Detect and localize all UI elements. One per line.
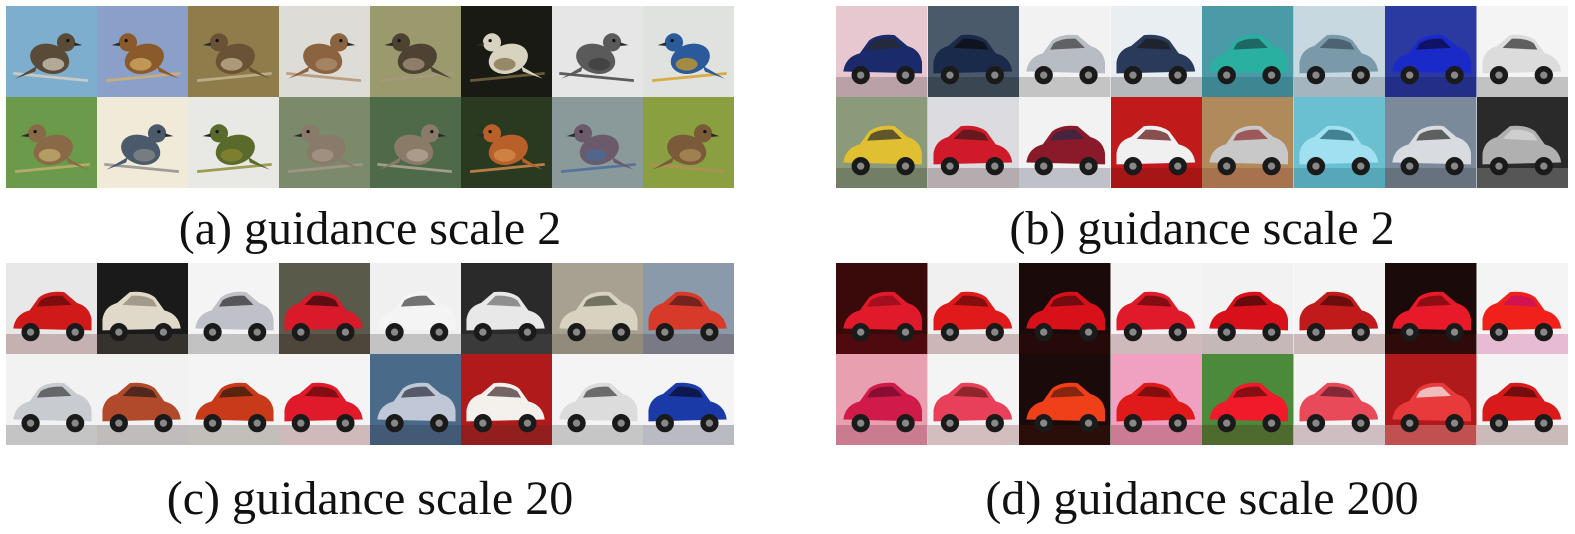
thumbnail-car-d-7 <box>1385 263 1477 354</box>
thumbnail-car-d-9 <box>836 354 928 445</box>
thumbnail-bird-a-11 <box>188 97 279 188</box>
thumbnail-car-c-13 <box>370 354 461 445</box>
image-grid-d <box>836 263 1568 445</box>
thumbnail-bird-a-8 <box>643 6 734 97</box>
caption-c: (c) guidance scale 20 <box>166 472 574 525</box>
thumbnail-car-c-5 <box>370 263 461 354</box>
thumbnail-bird-a-10 <box>97 97 188 188</box>
thumbnail-car-b-7 <box>1385 6 1477 97</box>
thumbnail-car-b-15 <box>1385 97 1477 188</box>
thumbnail-car-c-15 <box>552 354 643 445</box>
thumbnail-car-d-6 <box>1293 263 1385 354</box>
caption-b: (b) guidance scale 2 <box>1009 202 1395 255</box>
thumbnail-car-d-2 <box>927 263 1019 354</box>
thumbnail-bird-a-5 <box>370 6 461 97</box>
thumbnail-bird-a-7 <box>552 6 643 97</box>
thumbnail-car-c-2 <box>97 263 188 354</box>
thumbnail-bird-a-6 <box>461 6 552 97</box>
thumbnail-car-d-3 <box>1019 263 1111 354</box>
thumbnail-car-d-4 <box>1110 263 1202 354</box>
thumbnail-bird-a-12 <box>279 97 370 188</box>
thumbnail-car-b-9 <box>836 97 928 188</box>
thumbnail-car-c-9 <box>6 354 97 445</box>
image-grid-c <box>6 263 734 445</box>
thumbnail-car-c-4 <box>279 263 370 354</box>
thumbnail-bird-a-14 <box>461 97 552 188</box>
thumbnail-car-b-12 <box>1110 97 1202 188</box>
image-grid-a <box>6 6 734 188</box>
thumbnail-car-c-11 <box>188 354 279 445</box>
thumbnail-car-c-7 <box>552 263 643 354</box>
thumbnail-car-b-13 <box>1202 97 1294 188</box>
thumbnail-car-b-2 <box>927 6 1019 97</box>
thumbnail-bird-a-3 <box>188 6 279 97</box>
thumbnail-car-d-5 <box>1202 263 1294 354</box>
thumbnail-car-c-12 <box>279 354 370 445</box>
thumbnail-car-b-3 <box>1019 6 1111 97</box>
thumbnail-car-d-10 <box>927 354 1019 445</box>
image-grid-b <box>836 6 1568 188</box>
thumbnail-car-c-3 <box>188 263 279 354</box>
thumbnail-car-d-8 <box>1476 263 1568 354</box>
thumbnail-car-b-14 <box>1293 97 1385 188</box>
thumbnail-car-c-1 <box>6 263 97 354</box>
thumbnail-bird-a-2 <box>97 6 188 97</box>
thumbnail-car-d-15 <box>1385 354 1477 445</box>
thumbnail-bird-a-9 <box>6 97 97 188</box>
thumbnail-car-b-1 <box>836 6 928 97</box>
thumbnail-bird-a-1 <box>6 6 97 97</box>
thumbnail-bird-a-4 <box>279 6 370 97</box>
thumbnail-car-b-8 <box>1476 6 1568 97</box>
thumbnail-car-b-10 <box>927 97 1019 188</box>
thumbnail-car-b-5 <box>1202 6 1294 97</box>
thumbnail-car-d-1 <box>836 263 928 354</box>
thumbnail-car-c-10 <box>97 354 188 445</box>
thumbnail-car-c-16 <box>643 354 734 445</box>
thumbnail-car-b-4 <box>1110 6 1202 97</box>
thumbnail-car-d-12 <box>1110 354 1202 445</box>
thumbnail-car-c-8 <box>643 263 734 354</box>
thumbnail-bird-a-13 <box>370 97 461 188</box>
thumbnail-car-d-11 <box>1019 354 1111 445</box>
thumbnail-car-d-13 <box>1202 354 1294 445</box>
thumbnail-car-c-14 <box>461 354 552 445</box>
thumbnail-car-b-6 <box>1293 6 1385 97</box>
thumbnail-bird-a-15 <box>552 97 643 188</box>
thumbnail-car-c-6 <box>461 263 552 354</box>
thumbnail-car-b-11 <box>1019 97 1111 188</box>
thumbnail-car-d-14 <box>1293 354 1385 445</box>
caption-a: (a) guidance scale 2 <box>178 202 562 255</box>
thumbnail-car-d-16 <box>1476 354 1568 445</box>
thumbnail-bird-a-16 <box>643 97 734 188</box>
thumbnail-car-b-16 <box>1476 97 1568 188</box>
caption-d: (d) guidance scale 200 <box>985 472 1419 525</box>
